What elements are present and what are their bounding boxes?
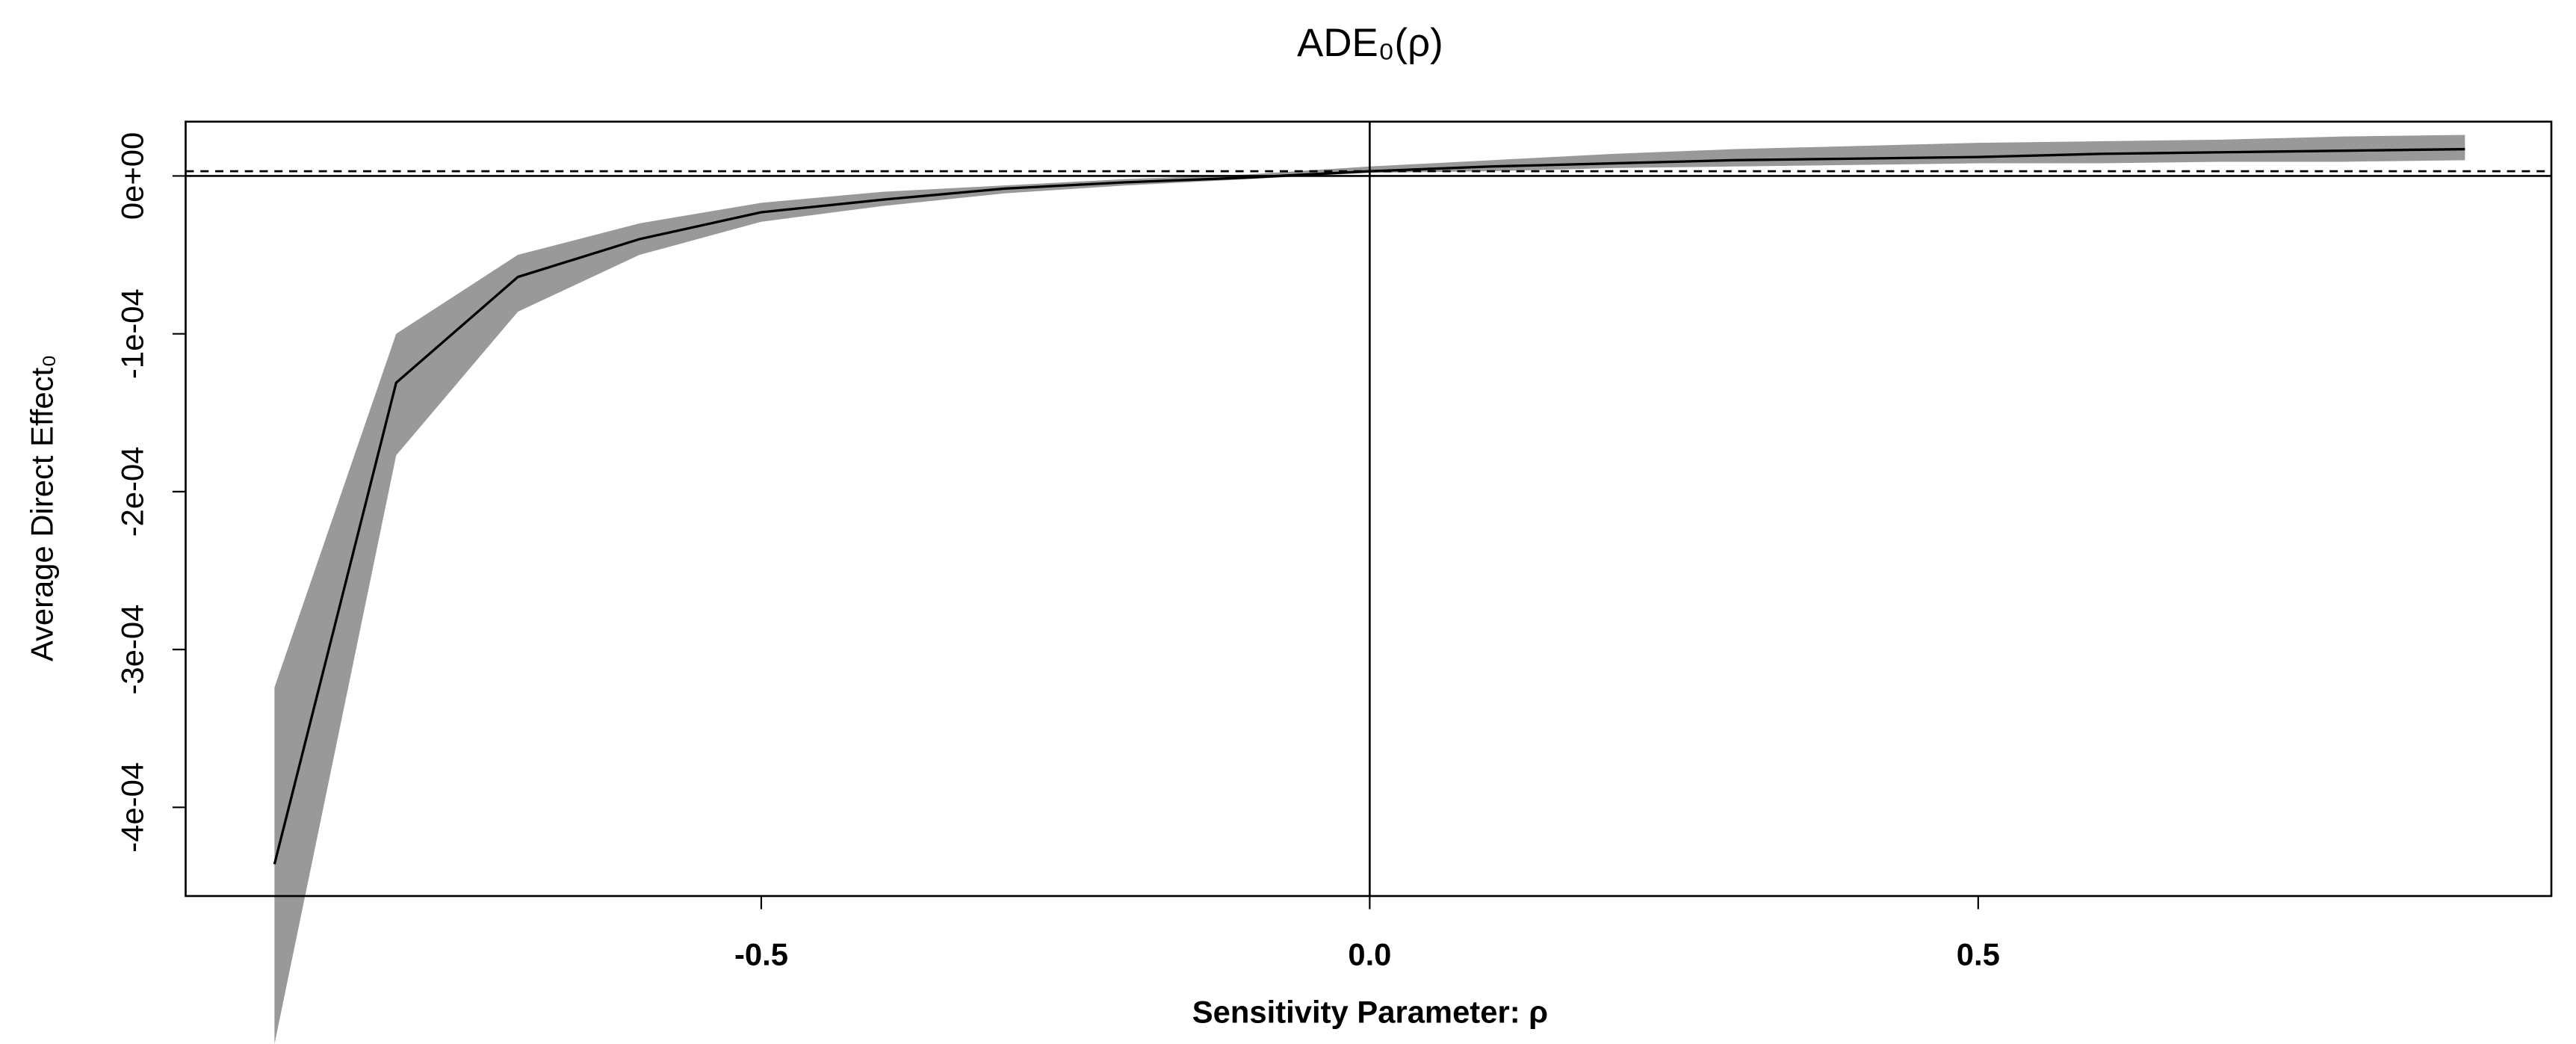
y-tick-label: -3e-04 [114, 605, 149, 695]
y-axis-label: Average Direct Effect₀ [24, 354, 59, 661]
x-axis-label: Sensitivity Parameter: ρ [1192, 994, 1548, 1029]
plot-frame [185, 120, 2553, 898]
y-tick-label: -2e-04 [114, 446, 149, 537]
y-tick-label: -4e-04 [114, 762, 149, 853]
y-tick-label: -1e-04 [114, 288, 149, 379]
x-tick-label: 0.0 [1348, 936, 1391, 972]
chart-title: ADE₀(ρ) [1297, 21, 1443, 65]
y-tick-label: 0e+00 [114, 132, 149, 220]
x-tick-label: 0.5 [1957, 936, 2000, 972]
x-tick-label: -0.5 [734, 936, 788, 972]
estimate-line [273, 147, 2465, 865]
